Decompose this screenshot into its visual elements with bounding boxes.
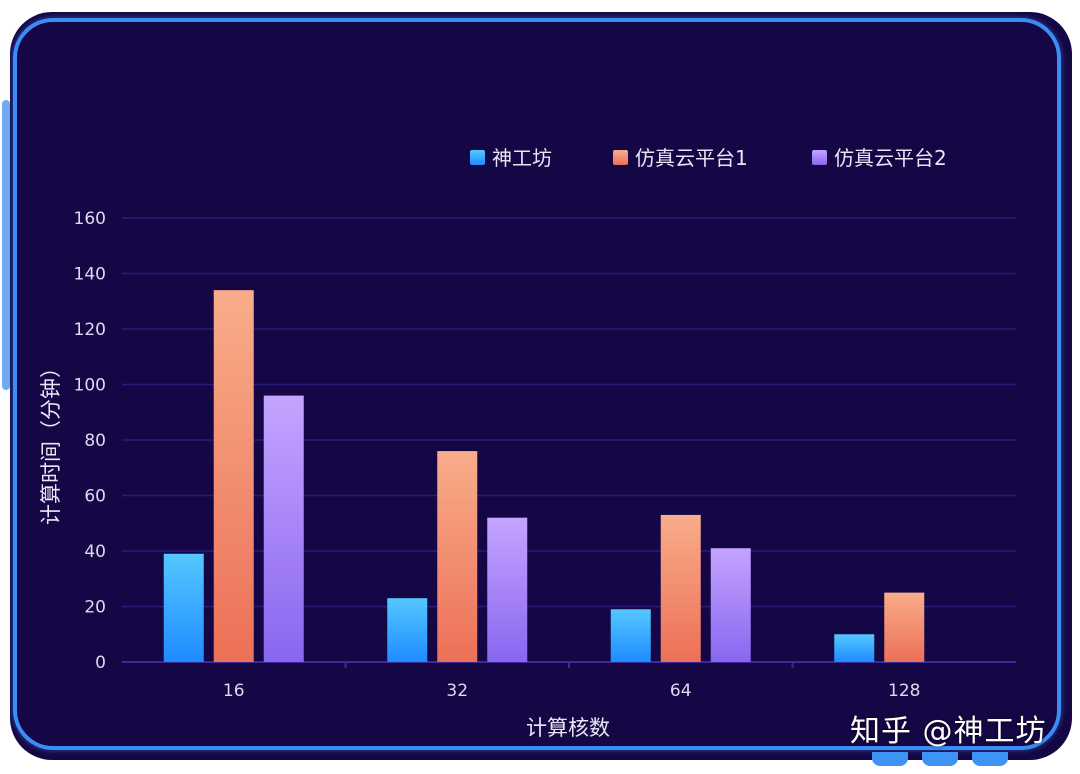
x-tick-label: 16 (223, 681, 245, 701)
frame-tab-decoration (922, 752, 958, 766)
gridlines (122, 217, 1016, 663)
y-tick-label: 100 (74, 376, 106, 396)
y-tick-label: 0 (95, 653, 106, 673)
y-tick-label: 160 (74, 209, 106, 229)
chart-frame (13, 18, 1061, 750)
y-tick-label: 80 (84, 431, 106, 451)
legend-swatch (812, 150, 827, 165)
x-tick-label: 64 (670, 681, 692, 701)
y-tick-label: 20 (84, 598, 106, 618)
side-glow-decoration (2, 100, 10, 390)
y-axis-ticks: 0 20 40 60 80 100 120 140 160 (74, 209, 106, 673)
watermark: 知乎 @神工坊 (850, 714, 1047, 749)
legend-label: 神工坊 (492, 146, 552, 170)
bar-仿真云平台2-64 (710, 548, 751, 662)
x-tick-label: 128 (888, 681, 920, 701)
legend-swatch (470, 150, 485, 165)
bar-仿真云平台1-32 (437, 451, 478, 662)
bar-神工坊-32 (387, 598, 428, 662)
bar-神工坊-64 (610, 609, 651, 662)
bars (163, 290, 925, 662)
bar-神工坊-128 (834, 634, 875, 662)
legend-label: 仿真云平台2 (834, 146, 947, 170)
legend-label: 仿真云平台1 (635, 146, 748, 170)
y-tick-label: 140 (74, 265, 106, 285)
bar-仿真云平台1-128 (884, 592, 925, 662)
bar-仿真云平台2-16 (263, 395, 304, 662)
frame-tab-decoration (872, 752, 908, 766)
bar-仿真云平台2-32 (487, 517, 528, 662)
bar-仿真云平台1-16 (213, 290, 254, 662)
x-tick-label: 32 (446, 681, 468, 701)
y-tick-label: 40 (84, 542, 106, 562)
y-axis-title: 计算时间（分钟） (39, 357, 63, 525)
frame-tab-decoration (972, 752, 1008, 766)
legend-swatch (613, 150, 628, 165)
bar-神工坊-16 (163, 553, 204, 662)
y-tick-label: 60 (84, 487, 106, 507)
legend: 神工坊 仿真云平台1 仿真云平台2 (470, 146, 947, 170)
x-axis-title: 计算核数 (526, 716, 610, 740)
x-axis-ticks: 16 32 64 128 (223, 662, 920, 701)
y-tick-label: 120 (74, 320, 106, 340)
bar-仿真云平台1-64 (660, 514, 701, 662)
